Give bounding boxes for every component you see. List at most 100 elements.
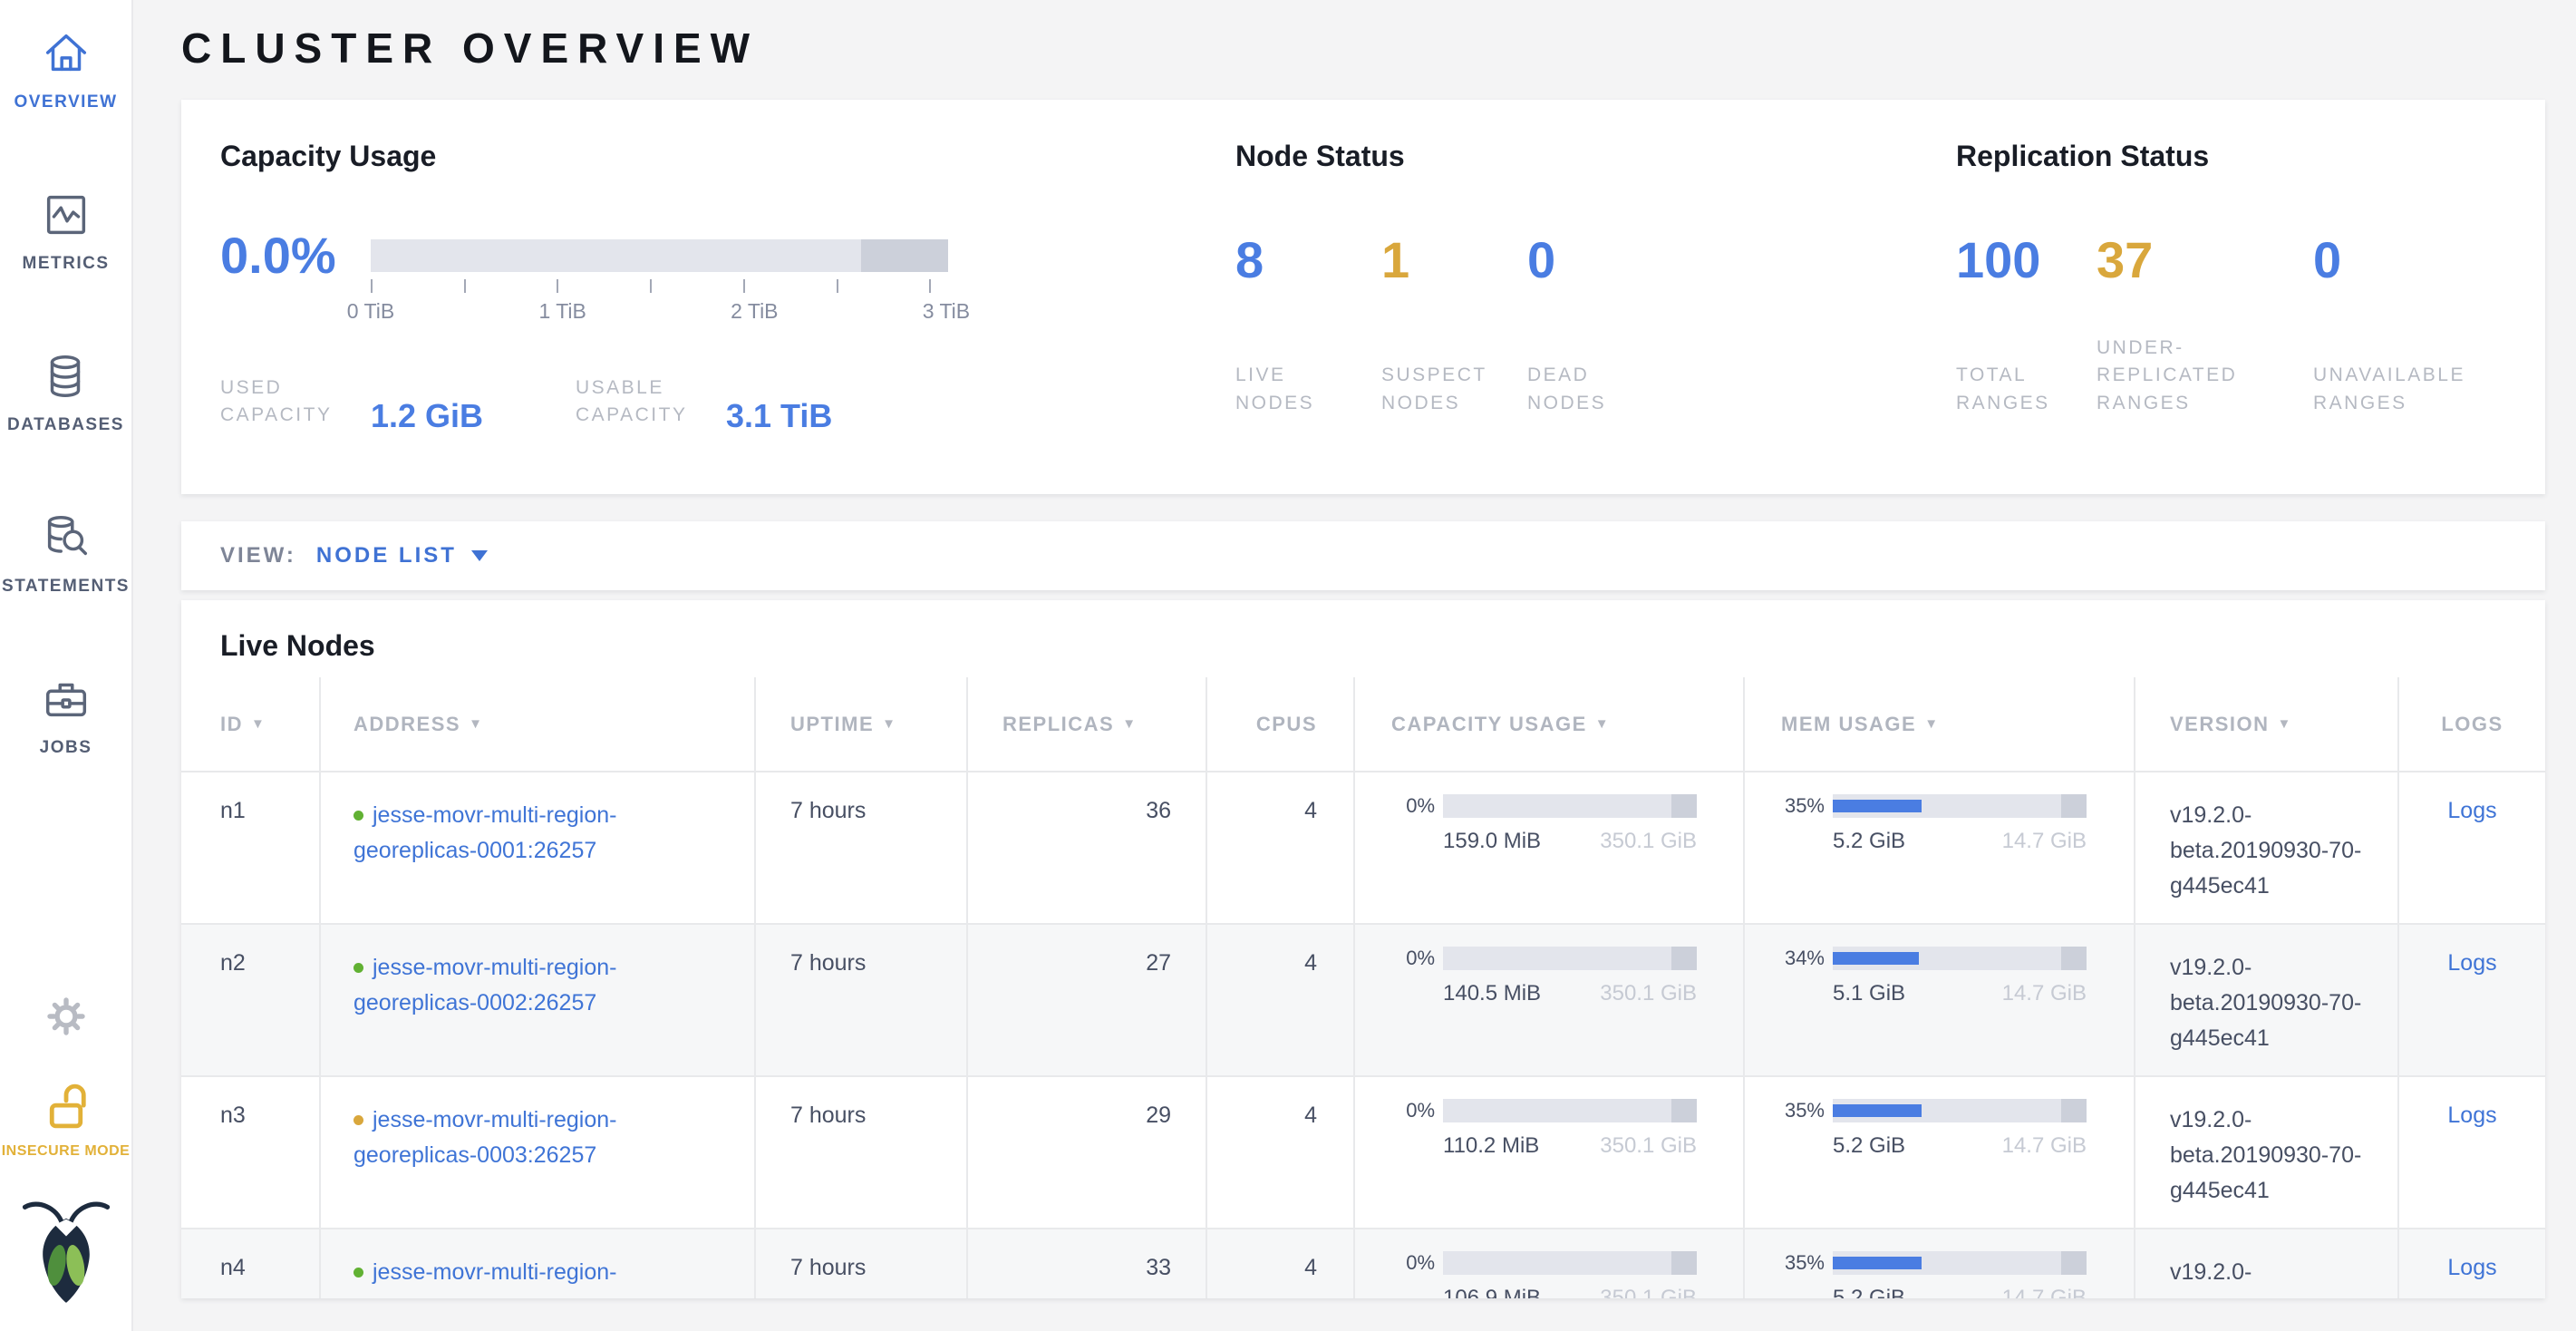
used-capacity-value: 1.2 GiB <box>371 396 484 434</box>
statements-icon <box>47 516 87 556</box>
node-status-dot <box>353 1268 363 1278</box>
node-uptime: 7 hours <box>756 1077 968 1228</box>
logs-link[interactable]: Logs <box>2447 1255 2497 1280</box>
node-id: n2 <box>181 925 321 1075</box>
sort-icon: ▼ <box>1924 716 1940 732</box>
settings-button[interactable] <box>42 992 91 1045</box>
logs-link[interactable]: Logs <box>2447 950 2497 976</box>
under-replicated-ranges-label: UNDER-REPLICATED RANGES <box>2097 336 2238 413</box>
live-nodes-title: Live Nodes <box>220 629 375 662</box>
live-nodes-stat: 8 LIVE NODES <box>1235 230 1381 417</box>
table-row: n4 jesse-movr-multi-region-georeplicas-0… <box>181 1229 2545 1298</box>
under-replicated-ranges-stat: 37 UNDER-REPLICATED RANGES <box>2097 230 2313 417</box>
sidebar-item-jobs[interactable]: JOBS <box>40 673 92 758</box>
capacity-usage-title: Capacity Usage <box>220 140 437 172</box>
replication-status-panel: Replication Status 100 TOTAL RANGES 37 U… <box>1956 140 2545 494</box>
live-nodes-label: LIVE NODES <box>1235 364 1315 413</box>
view-label: VIEW: <box>220 543 296 568</box>
mem-used-value: 5.1 GiB <box>1833 981 1906 1006</box>
replication-status-title: Replication Status <box>1956 140 2210 172</box>
live-nodes-value: 8 <box>1235 231 1264 288</box>
home-icon <box>45 34 86 72</box>
cluster-summary-card: Capacity Usage 0.0% 0 TiB 1 TiB 2 TiB <box>181 100 2545 494</box>
mem-total-value: 14.7 GiB <box>2001 1133 2087 1158</box>
sort-icon: ▼ <box>2277 716 2292 732</box>
node-id: n1 <box>181 772 321 923</box>
node-id: n3 <box>181 1077 321 1228</box>
column-header-logs: LOGS <box>2441 712 2503 735</box>
node-mem-cell: 35% 5.2 GiB 14.7 GiB <box>1745 1077 2135 1228</box>
sidebar-item-metrics[interactable]: METRICS <box>23 189 110 274</box>
open-lock-icon <box>49 1083 86 1129</box>
cockroachdb-logo[interactable] <box>19 1198 113 1309</box>
capacity-usage-bar: 0 TiB 1 TiB 2 TiB 3 TiB <box>347 239 970 323</box>
node-logs-cell: Logs <box>2399 772 2545 923</box>
node-logs-cell: Logs <box>2399 1229 2545 1298</box>
usable-capacity-value: 3.1 TiB <box>726 396 833 434</box>
node-mem-cell: 35% 5.2 GiB 14.7 GiB <box>1745 1229 2135 1298</box>
node-version: v19.2.0-beta.20190930-70-g445ec41 <box>2135 1229 2399 1298</box>
metrics-icon <box>46 195 85 235</box>
column-header-id[interactable]: ID ▼ <box>181 677 321 771</box>
usable-capacity-label: USABLE CAPACITY <box>576 377 688 426</box>
total-ranges-stat: 100 TOTAL RANGES <box>1956 230 2097 417</box>
node-version: v19.2.0-beta.20190930-70-g445ec41 <box>2135 1077 2399 1228</box>
mem-used-value: 5.2 GiB <box>1833 1133 1906 1158</box>
node-mem-cell: 34% 5.1 GiB 14.7 GiB <box>1745 925 2135 1075</box>
column-header-version[interactable]: VERSION ▼ <box>2135 677 2399 771</box>
view-dropdown[interactable]: NODE LIST <box>315 543 457 568</box>
mem-bar <box>1833 1099 2087 1122</box>
dead-nodes-label: DEAD NODES <box>1527 364 1607 413</box>
logs-link[interactable]: Logs <box>2447 1103 2497 1128</box>
chevron-down-icon[interactable] <box>470 550 488 561</box>
briefcase-icon <box>45 683 86 717</box>
mem-total-value: 14.7 GiB <box>2001 1286 2087 1298</box>
node-address-link[interactable]: jesse-movr-multi-region-georeplicas-0004… <box>353 1259 617 1298</box>
node-address-cell: jesse-movr-multi-region-georeplicas-0001… <box>321 772 756 923</box>
insecure-mode-indicator[interactable]: INSECURE MODE <box>2 1080 131 1160</box>
node-status-dot <box>353 963 363 973</box>
under-replicated-ranges-value: 37 <box>2097 231 2154 288</box>
node-address-link[interactable]: jesse-movr-multi-region-georeplicas-0002… <box>353 955 617 1015</box>
node-status-dot <box>353 1115 363 1125</box>
node-capacity-cell: 0% 110.2 MiB 350.1 GiB <box>1355 1077 1745 1228</box>
view-selector-bar: VIEW: NODE LIST <box>181 521 2545 590</box>
main-content: CLUSTER OVERVIEW Capacity Usage 0.0% 0 T… <box>133 24 2576 1298</box>
column-header-uptime[interactable]: UPTIME ▼ <box>756 677 968 771</box>
node-address-link[interactable]: jesse-movr-multi-region-georeplicas-0003… <box>353 1107 617 1168</box>
column-header-capacity-usage[interactable]: CAPACITY USAGE ▼ <box>1355 677 1745 771</box>
sort-icon: ▼ <box>251 716 266 732</box>
axis-label: 0 TiB <box>346 299 395 323</box>
sidebar-item-statements[interactable]: STATEMENTS <box>2 511 130 597</box>
capacity-total-value: 350.1 GiB <box>1600 981 1697 1006</box>
node-replicas: 29 <box>968 1077 1207 1228</box>
capacity-used-value: 159.0 MiB <box>1443 829 1542 853</box>
column-header-replicas[interactable]: REPLICAS ▼ <box>968 677 1207 771</box>
node-address-cell: jesse-movr-multi-region-georeplicas-0002… <box>321 925 756 1075</box>
node-replicas: 27 <box>968 925 1207 1075</box>
live-nodes-card: Live Nodes ID ▼ ADDRESS ▼ UPTIME ▼ REPLICAS… <box>181 600 2545 1298</box>
table-header-row: ID ▼ ADDRESS ▼ UPTIME ▼ REPLICAS ▼ CPUS CAPA… <box>181 677 2545 772</box>
logs-link[interactable]: Logs <box>2447 798 2497 823</box>
node-logs-cell: Logs <box>2399 925 2545 1075</box>
node-uptime: 7 hours <box>756 925 968 1075</box>
node-uptime: 7 hours <box>756 772 968 923</box>
sort-icon: ▼ <box>882 716 897 732</box>
capacity-percent: 0.0% <box>220 227 336 284</box>
node-id: n4 <box>181 1229 321 1298</box>
dead-nodes-stat: 0 DEAD NODES <box>1527 230 1673 417</box>
sidebar-item-overview[interactable]: OVERVIEW <box>14 27 117 112</box>
capacity-used-value: 110.2 MiB <box>1443 1133 1540 1158</box>
node-capacity-cell: 0% 106.9 MiB 350.1 GiB <box>1355 1229 1745 1298</box>
column-header-address[interactable]: ADDRESS ▼ <box>321 677 756 771</box>
total-ranges-value: 100 <box>1956 231 2041 288</box>
mem-percent-label: 35% <box>1784 1251 1825 1274</box>
used-capacity-label: USED CAPACITY <box>220 377 333 426</box>
node-address-link[interactable]: jesse-movr-multi-region-georeplicas-0001… <box>353 802 617 863</box>
column-header-mem-usage[interactable]: MEM USAGE ▼ <box>1745 677 2135 771</box>
column-header-cpus: CPUS <box>1207 677 1355 771</box>
sidebar-item-databases[interactable]: DATABASES <box>7 350 124 435</box>
node-cpus: 4 <box>1207 1077 1355 1228</box>
used-capacity-stat: USED CAPACITY 1.2 GiB <box>220 374 576 434</box>
cockroach-bug-icon <box>22 1201 110 1303</box>
